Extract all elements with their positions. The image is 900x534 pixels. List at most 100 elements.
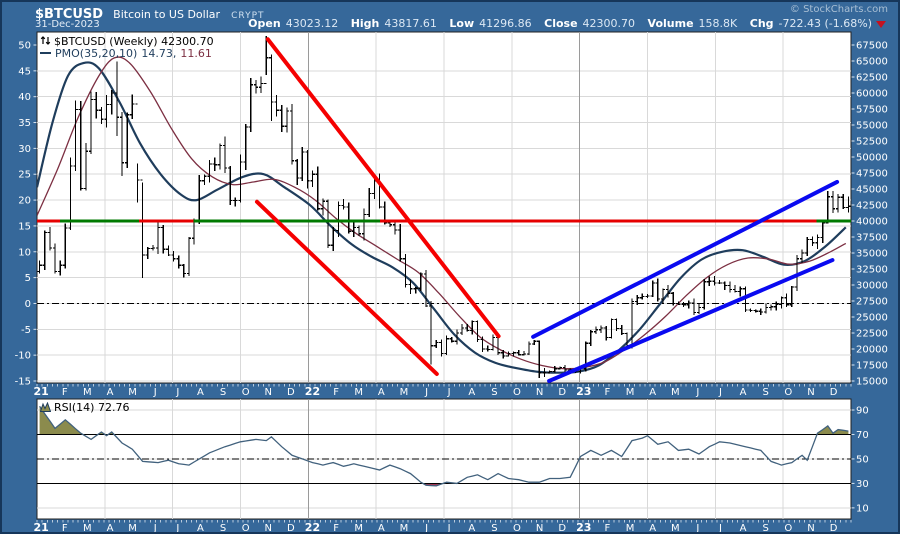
svg-text:D: D	[287, 387, 295, 398]
svg-text:J: J	[695, 387, 699, 398]
svg-text:O: O	[784, 387, 792, 398]
rsi-legend: RSI(14) 72.76	[39, 401, 130, 414]
svg-text:M: M	[128, 523, 137, 534]
svg-text:-10: -10	[15, 351, 31, 362]
quote-bar: Open 43023.12 High 43817.61 Low 41296.86 Cl…	[239, 17, 886, 30]
svg-text:40: 40	[18, 92, 31, 103]
svg-text:F: F	[605, 523, 611, 534]
svg-text:O: O	[513, 523, 521, 534]
svg-text:A: A	[740, 523, 747, 534]
svg-text:O: O	[513, 387, 521, 398]
pmo-curves	[37, 56, 847, 374]
svg-text:30000: 30000	[856, 281, 888, 292]
svg-text:52500: 52500	[856, 137, 888, 148]
svg-text:M: M	[354, 387, 363, 398]
svg-text:-15: -15	[15, 377, 31, 388]
svg-text:N: N	[807, 523, 814, 534]
svg-text:70: 70	[856, 430, 869, 441]
svg-text:D: D	[558, 387, 566, 398]
svg-text:S: S	[220, 523, 226, 534]
rsi-legend-text: RSI(14) 72.76	[54, 401, 130, 414]
svg-text:A: A	[649, 523, 656, 534]
svg-text:F: F	[333, 387, 339, 398]
svg-text:25000: 25000	[856, 313, 888, 324]
svg-text:A: A	[468, 387, 475, 398]
svg-text:M: M	[400, 523, 409, 534]
svg-text:67500: 67500	[856, 41, 888, 52]
price-bars	[37, 36, 851, 378]
svg-text:A: A	[649, 387, 656, 398]
svg-text:22500: 22500	[856, 329, 888, 340]
svg-text:50: 50	[856, 454, 869, 465]
svg-text:S: S	[763, 523, 769, 534]
svg-text:0: 0	[25, 299, 31, 310]
svg-text:J: J	[718, 387, 722, 398]
open-value: 43023.12	[285, 17, 339, 30]
svg-text:D: D	[830, 387, 838, 398]
title-line: $BTCUSD Bitcoin to US Dollar CRYPT	[35, 3, 265, 22]
svg-text:M: M	[128, 387, 137, 398]
svg-text:S: S	[491, 387, 497, 398]
svg-text:22: 22	[305, 385, 320, 398]
symbol-name: Bitcoin to US Dollar	[113, 8, 221, 21]
pmo-line-swatch	[40, 52, 51, 54]
svg-text:M: M	[83, 523, 92, 534]
svg-text:M: M	[671, 523, 680, 534]
svg-text:30: 30	[18, 144, 31, 155]
svg-text:D: D	[287, 523, 295, 534]
svg-text:M: M	[671, 387, 680, 398]
svg-text:90: 90	[856, 406, 869, 417]
rsi-line	[39, 405, 849, 487]
svg-text:N: N	[265, 523, 272, 534]
svg-text:21: 21	[33, 521, 48, 534]
svg-text:15000: 15000	[856, 377, 888, 388]
svg-text:23: 23	[576, 521, 591, 534]
exchange-tag: CRYPT	[231, 11, 265, 21]
svg-text:45: 45	[18, 66, 31, 77]
svg-text:60000: 60000	[856, 89, 888, 100]
svg-text:-5: -5	[21, 325, 31, 336]
bar-chart-type-icon	[40, 36, 51, 45]
high-value: 43817.61	[384, 17, 437, 30]
svg-text:O: O	[242, 387, 250, 398]
svg-text:40000: 40000	[856, 217, 888, 228]
svg-text:A: A	[107, 387, 114, 398]
svg-text:A: A	[740, 387, 747, 398]
x-axis-ticks	[36, 384, 852, 523]
close-value: 42300.70	[582, 17, 636, 30]
svg-text:32500: 32500	[856, 265, 888, 276]
svg-text:N: N	[265, 387, 272, 398]
svg-text:55000: 55000	[856, 121, 888, 132]
svg-text:23: 23	[576, 385, 591, 398]
svg-text:J: J	[175, 387, 179, 398]
pmo-label: PMO(35,20,10)	[55, 47, 138, 60]
svg-text:62500: 62500	[856, 73, 888, 84]
svg-text:J: J	[424, 523, 428, 534]
svg-text:A: A	[378, 523, 385, 534]
svg-text:17500: 17500	[856, 361, 888, 372]
svg-text:J: J	[695, 523, 699, 534]
svg-text:J: J	[424, 387, 428, 398]
svg-text:50000: 50000	[856, 153, 888, 164]
svg-text:F: F	[62, 523, 68, 534]
svg-text:5: 5	[25, 273, 31, 284]
svg-text:M: M	[83, 387, 92, 398]
svg-text:J: J	[447, 523, 451, 534]
open-label: Open	[248, 17, 281, 30]
svg-text:J: J	[175, 523, 179, 534]
svg-text:A: A	[197, 387, 204, 398]
main-legend-text: $BTCUSD (Weekly) 42300.70	[54, 35, 214, 48]
copyright: © StockCharts.com	[789, 4, 888, 15]
svg-text:42500: 42500	[856, 201, 888, 212]
pmo-value: 14.73,	[141, 47, 177, 60]
svg-text:F: F	[333, 523, 339, 534]
svg-text:S: S	[763, 387, 769, 398]
chg-label: Chg	[749, 17, 774, 30]
svg-text:20: 20	[18, 196, 31, 207]
svg-text:A: A	[107, 523, 114, 534]
svg-text:M: M	[626, 523, 635, 534]
svg-text:45000: 45000	[856, 185, 888, 196]
change-down-arrow-icon	[876, 20, 886, 28]
